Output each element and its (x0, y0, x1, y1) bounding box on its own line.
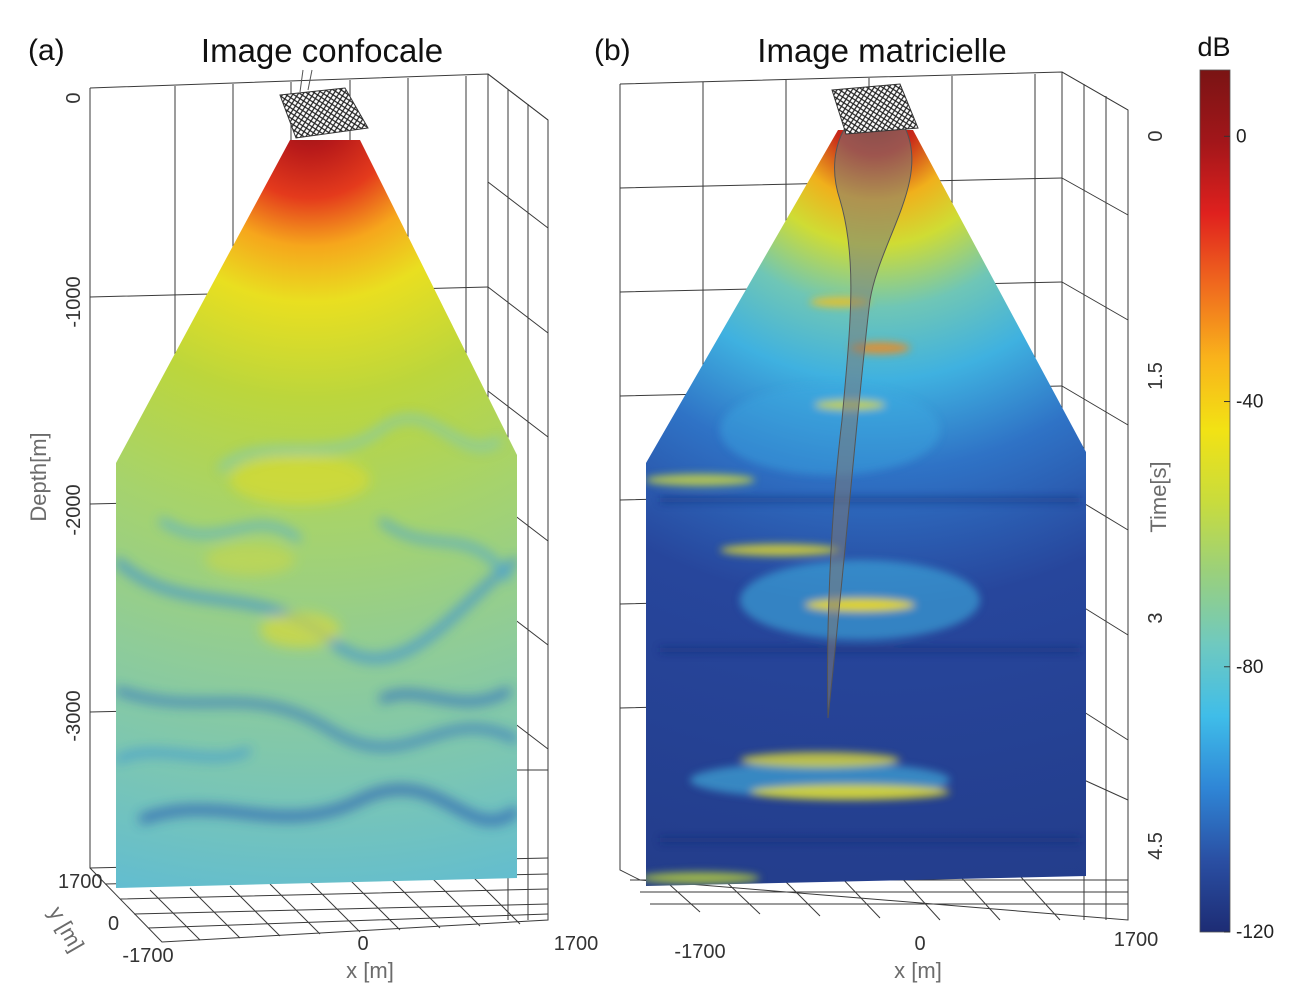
panel-b-z-tick-0: 0 (1145, 130, 1167, 141)
colorbar-tick-label: -40 (1236, 392, 1263, 413)
panel-b-title: Image matricielle (757, 32, 1006, 69)
panel-b-label: (b) (594, 34, 631, 67)
panel-a-y-tick-1: 0 (108, 913, 119, 935)
panel-a-z-tick-2: -2000 (63, 484, 85, 535)
panel-b-x-tick-2: 1700 (1114, 929, 1159, 951)
panel-b-z-tick-1: 1.5 (1145, 362, 1167, 390)
colorbar-bar (1199, 69, 1231, 933)
panel-b-z-axis-label: Time[s] (1146, 461, 1171, 532)
panel-b-overlay-shape (827, 127, 913, 719)
panel-a-z-axis-label: Depth[m] (26, 432, 51, 521)
panel-a-y-axis-label: y [m] (44, 902, 89, 956)
panel-b-x-axis-label: x [m] (894, 958, 942, 983)
panel-a-x-tick-2: 1700 (554, 933, 599, 955)
panel-a-transducer-array (279, 69, 369, 139)
panel-b-x-tick-1: 0 (914, 933, 925, 955)
panel-b-z-tick-3: 4.5 (1145, 832, 1167, 860)
colorbar-tick-label: 0 (1236, 126, 1247, 147)
colorbar-tick-label: -120 (1236, 922, 1274, 943)
panel-a-x-tick-1: 0 (357, 933, 368, 955)
panel-a-label: (a) (28, 34, 65, 67)
panel-a-z-tick-3: -3000 (63, 690, 85, 741)
panel-a: (a) Image confocale (26, 32, 598, 983)
colorbar-unit-label: dB (1197, 32, 1230, 62)
panel-b-z-tick-2: 3 (1145, 612, 1167, 623)
panel-a-x-tick-0: -1700 (122, 945, 173, 967)
panel-a-x-axis-label: x [m] (346, 958, 394, 983)
panel-a-heatmap (116, 140, 517, 888)
panel-a-z-tick-0: 0 (63, 92, 85, 103)
panel-b-x-tick-0: -1700 (674, 941, 725, 963)
colorbar: dB 0 -40 -80 -120 (1197, 32, 1274, 943)
colorbar-tick-label: -80 (1236, 657, 1263, 678)
panel-a-z-tick-1: -1000 (63, 276, 85, 327)
panel-a-title: Image confocale (201, 32, 443, 69)
panel-b: (b) Image matricielle (594, 32, 1171, 983)
panel-b-transducer-array (831, 83, 919, 135)
panel-a-y-tick-0: 1700 (58, 871, 103, 893)
